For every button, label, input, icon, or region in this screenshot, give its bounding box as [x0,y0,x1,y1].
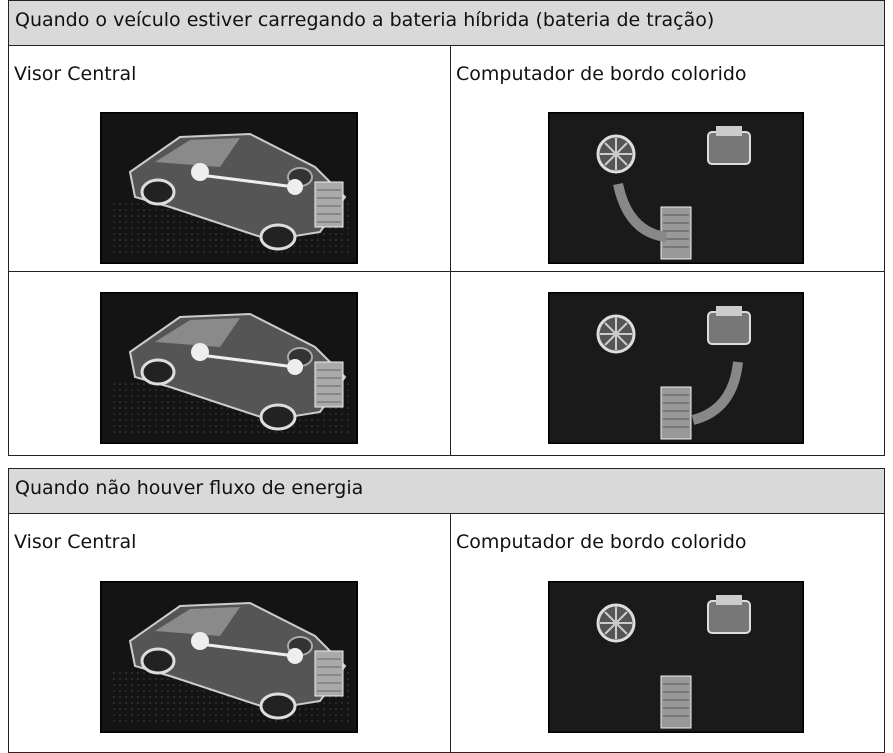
car-image [100,292,358,444]
flow-image [548,292,804,444]
flow-image [548,581,804,733]
section-header: Quando o veículo estiver carregando a ba… [8,0,885,46]
column-label: Visor Central [14,63,137,85]
car-image [100,112,358,264]
car-image [100,581,358,733]
column-label: Visor Central [14,531,137,553]
column-label: Computador de bordo colorido [456,63,747,85]
flow-image [548,112,804,264]
column-label: Computador de bordo colorido [456,531,747,553]
cell [450,271,885,456]
section-header: Quando não houver fluxo de energia [8,468,885,514]
